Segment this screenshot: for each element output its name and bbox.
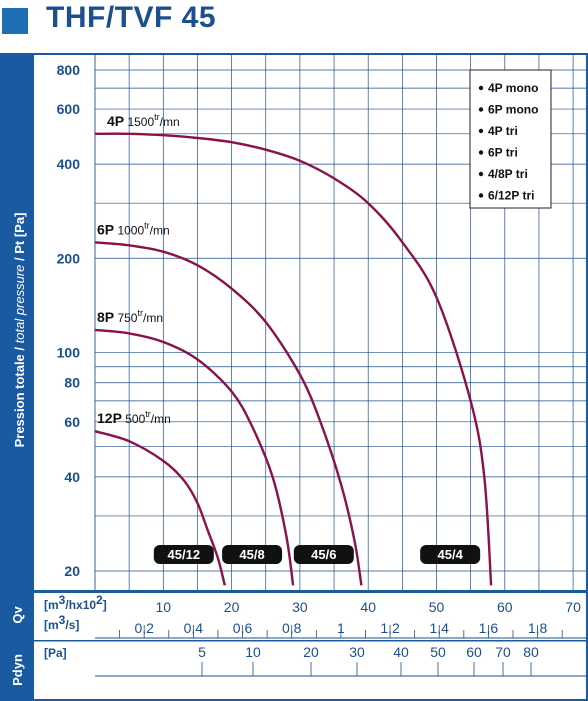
curve-6p	[94, 241, 363, 586]
model-badge-45-12	[153, 545, 214, 564]
model-badge-45-4	[420, 545, 481, 564]
legend-bullet	[478, 85, 484, 91]
qv-unit-m3h: [m3/hx102]	[44, 593, 107, 612]
legend-item: 6/12P tri	[488, 189, 534, 203]
legend-box	[469, 69, 552, 209]
legend-item: 6P mono	[488, 103, 538, 117]
pdyn-row-label: Pdyn	[10, 654, 25, 686]
legend-bullet	[478, 128, 484, 134]
qv-unit-m3s: [m3/s]	[44, 613, 79, 632]
qv-row-label: Qv	[10, 606, 25, 624]
legend-item: 4P tri	[488, 124, 518, 138]
curve-label-8p: 8P 750tr/mn	[97, 308, 163, 325]
y-tick-label: 20	[64, 563, 80, 579]
pdyn-unit: [Pa]	[44, 646, 67, 660]
pdyn-tick: 5	[198, 644, 206, 660]
y-tick-label: 40	[64, 469, 80, 485]
chart-bottom-border	[0, 699, 588, 701]
qv-tick-m3h: 50	[429, 599, 445, 615]
pdyn-tick: 60	[466, 644, 482, 660]
curve-4p	[94, 132, 493, 586]
curve-label-4p: 4P 1500tr/mn	[107, 112, 180, 129]
qv-tick-m3h: 70	[565, 599, 581, 615]
y-tick-label: 100	[57, 344, 81, 360]
model-badge-label: 45/8	[239, 547, 264, 562]
model-badge-45-6	[293, 545, 354, 564]
curve-label-12p: 12P 500tr/mn	[97, 409, 171, 426]
pdyn-tick: 10	[245, 644, 261, 660]
legend-item: 6P tri	[488, 146, 518, 160]
model-badge-45-8	[222, 545, 283, 564]
y-tick-label: 200	[57, 250, 81, 266]
pdyn-tick: 80	[523, 644, 539, 660]
qv-tick-m3h: 30	[292, 599, 308, 615]
model-badge-label: 45/4	[438, 547, 464, 562]
y-tick-label: 60	[64, 414, 80, 430]
legend-item: 4P mono	[488, 81, 538, 95]
pdyn-tick: 50	[430, 644, 446, 660]
curve-8p	[94, 328, 295, 586]
chart-right-border	[586, 53, 588, 701]
legend-bullet	[478, 107, 484, 112]
legend-bullet	[478, 171, 484, 177]
page-title: THF/TVF 45	[46, 1, 217, 34]
qv-tick-m3h: 60	[497, 599, 513, 615]
qv-tick-m3h: 40	[360, 599, 376, 615]
y-tick-label: 80	[64, 375, 80, 391]
title-accent-square	[2, 8, 28, 34]
qv-tick-m3h: 20	[224, 599, 240, 615]
pdyn-tick: 70	[495, 644, 511, 660]
model-badge-label: 45/6	[311, 547, 336, 562]
pdyn-tick: 20	[303, 644, 319, 660]
curve-label-6p: 6P 1000tr/mn	[97, 220, 170, 237]
plot-bottom-border	[0, 590, 588, 593]
qv-tick-m3h: 10	[156, 599, 172, 615]
legend-bullet	[478, 150, 484, 155]
pdyn-tick: 30	[349, 644, 365, 660]
plot-top-border	[0, 53, 588, 55]
row-divider	[34, 640, 588, 642]
legend-bullet	[478, 193, 484, 198]
y-tick-label: 600	[57, 101, 81, 117]
curve-12p	[94, 430, 226, 586]
legend-item: 4/8P tri	[488, 167, 528, 181]
y-tick-label: 400	[57, 156, 81, 172]
y-tick-label: 800	[57, 62, 81, 78]
y-axis-label: Pression totale / total pressure / Pt [P…	[12, 213, 27, 448]
pdyn-tick: 40	[393, 644, 409, 660]
model-badge-label: 45/12	[168, 547, 201, 562]
title-bar: THF/TVF 45	[0, 0, 588, 40]
